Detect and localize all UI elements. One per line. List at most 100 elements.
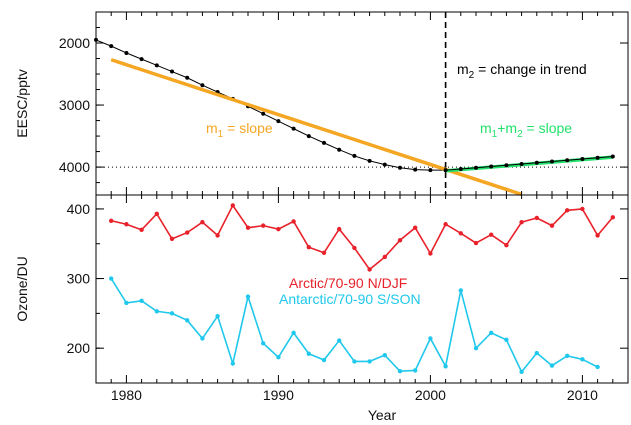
eesc-extension-point: [458, 166, 463, 171]
arctic-series-label: Arctic/70-90 N/DJF: [289, 275, 407, 291]
eesc-point: [124, 50, 129, 55]
m1-slope-line: [110, 58, 523, 197]
m1m2-slope-line: [445, 155, 613, 173]
arctic-ozone-point: [245, 225, 251, 230]
arctic-ozone-point: [473, 240, 479, 246]
eesc-extension-point: [504, 163, 509, 168]
eesc-point: [276, 119, 281, 124]
arctic-ozone-point: [504, 242, 509, 248]
eesc-point: [109, 44, 114, 49]
antarctic-ozone-point: [169, 311, 175, 316]
antarctic-ozone-point: [428, 336, 433, 341]
arctic-ozone-point: [397, 238, 403, 243]
antarctic-ozone-point: [458, 288, 463, 293]
antarctic-ozone-point: [245, 294, 251, 299]
eesc-extension-point: [443, 168, 448, 173]
arctic-ozone-point: [200, 219, 205, 225]
antarctic-ozone-point: [504, 337, 509, 343]
antarctic-ozone-point: [215, 313, 220, 319]
arctic-ozone-point: [124, 222, 129, 227]
antarctic-ozone-point: [565, 353, 570, 359]
antarctic-ozone-point: [352, 359, 357, 364]
antarctic-ozone-point: [443, 364, 448, 369]
antarctic-ozone-point: [276, 355, 281, 360]
antarctic-ozone-point: [580, 357, 585, 362]
eesc-point: [170, 69, 174, 74]
eesc-point: [352, 153, 357, 158]
arctic-ozone-point: [230, 203, 235, 208]
arctic-ozone-point: [291, 219, 296, 224]
antarctic-ozone-point: [595, 364, 600, 370]
antarctic-ozone-point: [291, 330, 296, 336]
antarctic-ozone-point: [154, 309, 159, 314]
antarctic-ozone-point: [519, 369, 524, 375]
arctic-ozone-point: [413, 225, 418, 230]
arctic-ozone-point: [519, 219, 524, 225]
eesc-extension-point: [534, 160, 539, 165]
antarctic-ozone-point: [382, 352, 387, 358]
ozone-y-axis-label: Ozone/DU: [14, 256, 30, 321]
eesc-extension-point: [580, 157, 585, 162]
eesc-extension-point: [610, 154, 615, 159]
antarctic-ozone-point: [185, 318, 190, 323]
arctic-ozone-point: [169, 236, 175, 242]
eesc-point: [337, 147, 342, 152]
ozone-y-axis: 200 300 400: [67, 201, 628, 384]
antarctic-ozone-point: [473, 345, 479, 351]
ozone-y-tick-label: 400: [67, 201, 91, 217]
arctic-ozone-point: [185, 230, 190, 235]
eesc-point: [200, 83, 205, 88]
eesc-point: [413, 167, 418, 172]
antarctic-ozone-point: [321, 357, 327, 363]
arctic-ozone-point: [306, 245, 311, 250]
antarctic-ozone-point: [200, 336, 205, 341]
arctic-ozone-line: [111, 203, 614, 271]
eesc-y-axis-label: EESC/pptv: [14, 69, 30, 137]
m1-subscript: 1: [218, 129, 224, 140]
eesc-line: [95, 39, 446, 171]
eesc-point: [322, 140, 326, 145]
antarctic-ozone-point: [230, 361, 235, 366]
eesc-extension-point: [565, 158, 570, 163]
ozone-panel: 200 300 400 1980 1990 2000 2010 Ozone/DU Year…: [14, 194, 629, 423]
eesc-extension-point: [474, 165, 478, 170]
arctic-ozone-point: [337, 226, 342, 232]
arctic-ozone-point: [139, 227, 144, 233]
eesc-point: [139, 57, 144, 62]
arctic-ozone-point: [261, 223, 266, 228]
eesc-point: [291, 126, 296, 131]
eesc-reference-lines: [96, 12, 628, 195]
eesc-point: [94, 37, 98, 42]
eesc-extension-point: [519, 161, 524, 166]
m1m2-letter: m: [480, 120, 492, 136]
arctic-ozone-point: [595, 233, 600, 238]
x-tick-label: 1990: [263, 387, 294, 403]
antarctic-ozone-point: [124, 300, 129, 306]
arctic-ozone-point: [382, 254, 387, 260]
ozone-x-axis: 1980 1990 2000 2010: [95, 195, 629, 403]
arctic-ozone-point: [534, 215, 539, 221]
m1-slope-annotation: m1 = slope: [206, 120, 273, 140]
ozone-plot-frame: [95, 194, 629, 384]
arctic-ozone-point: [276, 226, 281, 232]
m2-trend-annotation: m2 = change in trend: [457, 61, 587, 81]
antarctic-ozone-point: [413, 368, 418, 373]
eesc-point: [185, 75, 190, 80]
antarctic-series-label: Antarctic/70-90 S/SON: [279, 291, 421, 307]
eesc-point: [306, 134, 311, 139]
arctic-ozone-point: [154, 211, 159, 216]
m1m2-subscript-2: 2: [517, 129, 523, 140]
m1m2-plus-m: +m: [497, 120, 517, 136]
ozone-series-group: [109, 203, 615, 375]
antarctic-ozone-point: [261, 341, 266, 346]
antarctic-ozone-point: [397, 368, 403, 374]
m1-slope-text: = slope: [223, 120, 273, 136]
arctic-ozone-point: [215, 233, 220, 238]
x-axis-label-year: Year: [368, 407, 397, 423]
antarctic-ozone-point: [549, 363, 555, 368]
arctic-ozone-point: [109, 218, 114, 223]
x-tick-label: 2000: [415, 387, 446, 403]
antarctic-ozone-point: [367, 359, 372, 364]
m1-letter: m: [206, 120, 218, 136]
eesc-series-group: [94, 37, 615, 197]
